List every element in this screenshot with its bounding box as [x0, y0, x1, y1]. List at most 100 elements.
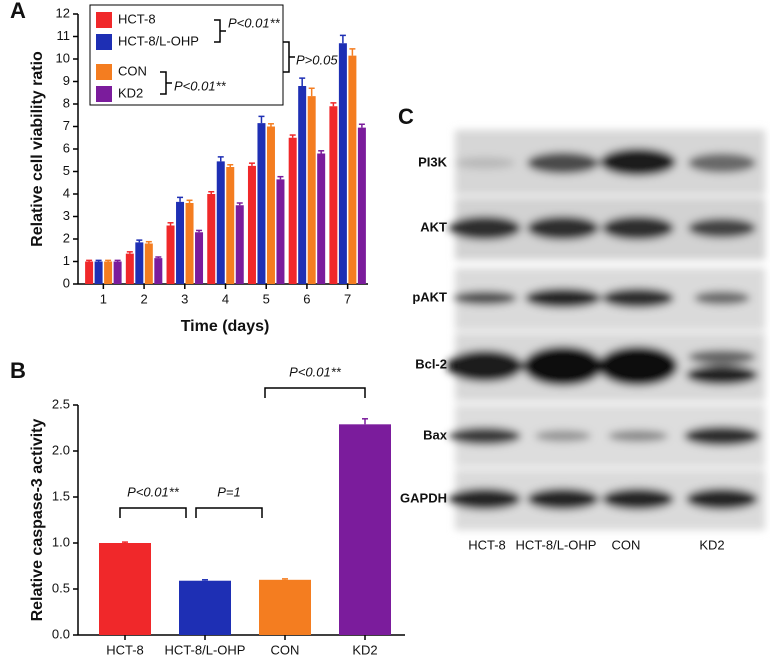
y-tick-label: 5	[63, 163, 70, 178]
significance-brackets	[119, 19, 366, 518]
y-tick-label: 6	[63, 140, 70, 155]
annotation: P<0.01**	[174, 78, 227, 93]
x-tick-label: 1	[100, 291, 107, 306]
y-tick-label: 9	[63, 73, 70, 88]
blot-column-label: CON	[612, 537, 641, 552]
x-tick-label: CON	[271, 642, 300, 657]
legend-label: HCT-8	[118, 11, 156, 26]
blot-column-label: KD2	[699, 537, 724, 552]
error-bar	[248, 162, 255, 166]
bar	[154, 258, 163, 284]
panel-label: B	[10, 358, 26, 383]
error-bar	[227, 164, 234, 167]
error-bar	[196, 229, 203, 233]
legend-swatch	[96, 86, 112, 102]
error-bar	[339, 34, 346, 44]
bar	[166, 225, 175, 284]
y-tick-label: 1	[63, 253, 70, 268]
blot-row-label: Bax	[423, 427, 448, 442]
y-axis-title: Relative caspase-3 activity	[29, 419, 46, 622]
error-bar	[145, 240, 152, 244]
bar	[85, 261, 94, 284]
x-tick-label: 3	[181, 291, 188, 306]
error-bar	[358, 123, 365, 128]
error-bar	[136, 239, 143, 243]
bar	[257, 123, 266, 284]
bar	[216, 161, 225, 284]
legend-label: HCT-8/L-OHP	[118, 33, 199, 48]
bar	[266, 126, 275, 284]
error-bar	[258, 115, 265, 124]
error-bar	[155, 256, 162, 259]
bar	[298, 86, 307, 284]
bar	[94, 261, 103, 284]
blot-row-label: Bcl-2	[415, 356, 447, 371]
error-bar	[126, 251, 133, 254]
error-bar	[349, 48, 356, 56]
annotation: P<0.01**	[289, 364, 342, 379]
annotation: P=1	[217, 484, 241, 499]
bar	[288, 137, 297, 284]
bar	[195, 232, 204, 284]
x-tick-label: 7	[344, 291, 351, 306]
bar	[125, 253, 134, 284]
y-tick-label: 0.0	[52, 626, 70, 641]
y-tick-label: 4	[63, 185, 70, 200]
blot-row-label: PI3K	[418, 154, 448, 169]
error-bar	[330, 102, 337, 107]
bar	[176, 201, 185, 284]
y-tick-label: 12	[56, 5, 70, 20]
error-bar	[95, 259, 102, 262]
y-axis-title: Relative cell viability ratio	[29, 51, 46, 247]
error-bar	[308, 87, 315, 97]
error-bar	[86, 259, 93, 262]
x-tick-label: 5	[263, 291, 270, 306]
bar	[357, 127, 366, 284]
x-tick-label: 6	[303, 291, 310, 306]
error-bar	[202, 579, 208, 581]
error-bar	[277, 175, 284, 180]
legend-swatch	[96, 34, 112, 50]
y-tick-label: 0	[63, 275, 70, 290]
y-tick-label: 7	[63, 118, 70, 133]
legend-label: KD2	[118, 85, 143, 100]
x-tick-label: HCT-8	[106, 642, 144, 657]
error-bar	[114, 259, 121, 262]
annotation: P<0.01**	[228, 15, 281, 30]
error-bar	[105, 259, 112, 262]
x-tick-label: 2	[140, 291, 147, 306]
bar	[338, 43, 347, 284]
legend-label: CON	[118, 63, 147, 78]
y-tick-label: 2	[63, 230, 70, 245]
annotation: P<0.01**	[127, 484, 180, 499]
error-bar	[167, 222, 174, 226]
bar	[179, 580, 231, 635]
bar	[144, 243, 153, 284]
bar	[207, 194, 216, 284]
blot-image	[447, 130, 765, 530]
blot-row-label: AKT	[420, 219, 447, 234]
bar	[104, 261, 113, 284]
bar	[348, 55, 357, 284]
y-tick-label: 1.0	[52, 534, 70, 549]
error-bar	[208, 191, 215, 194]
x-tick-label: KD2	[352, 642, 377, 657]
y-tick-label: 2.5	[52, 396, 70, 411]
legend-box	[89, 4, 284, 106]
y-tick-label: 8	[63, 95, 70, 110]
bar	[135, 242, 144, 284]
bar	[317, 153, 326, 284]
y-tick-label: 11	[57, 28, 71, 43]
bar	[185, 203, 194, 284]
error-bar	[236, 202, 243, 206]
annotation: P>0.05	[296, 52, 338, 67]
error-bar	[122, 541, 128, 543]
y-tick-label: 1.5	[52, 488, 70, 503]
bar	[329, 106, 338, 284]
blot-row-label: GAPDH	[400, 490, 447, 505]
error-bar	[282, 578, 288, 580]
y-tick-label: 3	[63, 208, 70, 223]
x-tick-label: 4	[222, 291, 229, 306]
bar	[113, 261, 122, 284]
